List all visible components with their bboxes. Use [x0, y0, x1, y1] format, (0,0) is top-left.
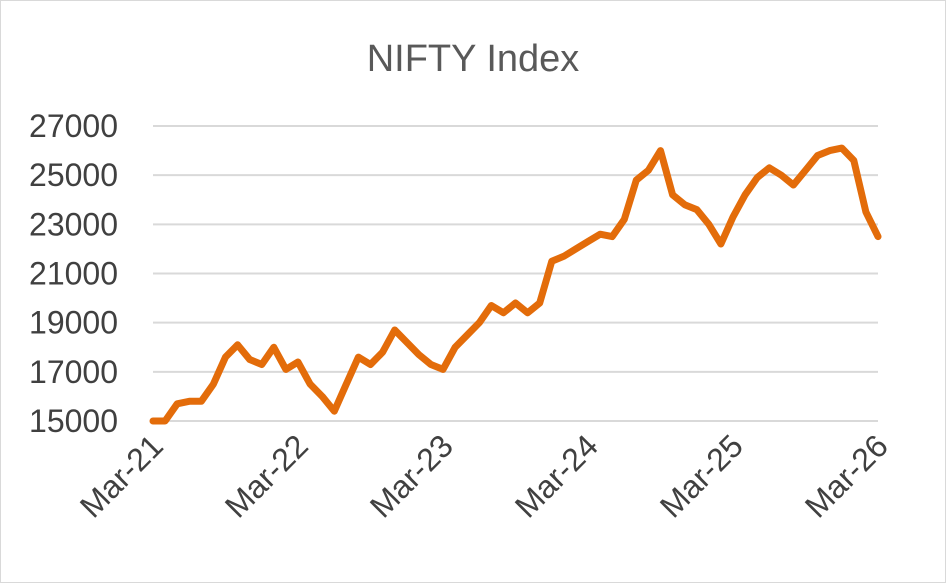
- y-tick-label: 17000: [29, 354, 118, 390]
- y-axis-ticks: 27000 25000 23000 21000 19000 17000 15000: [29, 108, 118, 439]
- x-tick-label: Mar-22: [218, 427, 315, 524]
- gridlines: [153, 125, 878, 422]
- series-line: [149, 144, 882, 425]
- y-tick-label: 25000: [29, 157, 118, 193]
- y-tick-label: 15000: [29, 403, 118, 439]
- y-tick-label: 23000: [29, 206, 118, 242]
- x-tick-label: Mar-25: [653, 427, 750, 524]
- y-tick-label: 27000: [29, 108, 118, 144]
- series-group: [149, 144, 882, 425]
- y-tick-label: 19000: [29, 305, 118, 341]
- x-tick-label: Mar-23: [363, 427, 460, 524]
- chart-title: NIFTY Index: [366, 38, 580, 80]
- x-tick-label: Mar-26: [798, 427, 895, 524]
- y-tick-label: 21000: [29, 256, 118, 292]
- x-axis-ticks: Mar-21 Mar-22 Mar-23 Mar-24 Mar-25 Mar-26: [73, 427, 895, 524]
- x-tick-label: Mar-24: [508, 427, 605, 524]
- x-tick-label: Mar-21: [73, 427, 170, 524]
